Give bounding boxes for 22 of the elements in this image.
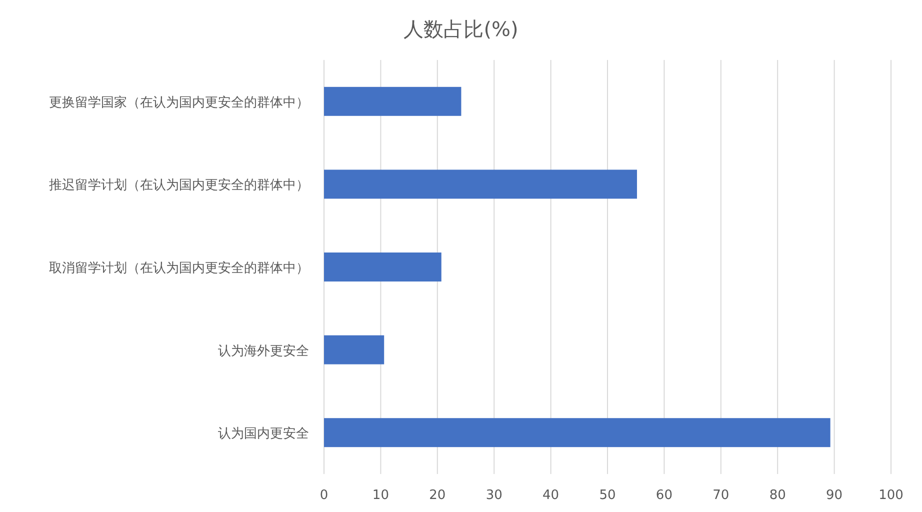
bar (324, 335, 384, 364)
x-tick-label: 80 (769, 488, 786, 503)
x-tick-label: 100 (878, 488, 904, 503)
y-tick-label: 认为海外更安全 (218, 342, 309, 359)
x-tick-label: 20 (429, 488, 446, 503)
bar (324, 86, 462, 116)
bar (324, 418, 830, 448)
bar (324, 252, 442, 282)
x-tick-label: 70 (712, 488, 730, 503)
x-tick-label: 90 (826, 488, 843, 503)
x-tick-label: 40 (542, 488, 560, 503)
x-tick-label: 30 (486, 488, 502, 503)
y-tick-label: 更换留学国家（在认为国内更安全的群体中） (49, 94, 309, 110)
y-tick-label: 推迟留学计划（在认为国内更安全的群体中） (49, 177, 309, 194)
x-tick-label: 60 (656, 488, 672, 503)
y-tick-label: 认为国内更安全 (218, 426, 309, 442)
x-tick-label: 0 (320, 488, 328, 503)
bar (324, 170, 637, 199)
x-tick-label: 10 (372, 488, 389, 503)
chart-title: 人数占比(%) (404, 17, 518, 41)
y-tick-label: 取消留学计划（在认为国内更安全的群体中） (49, 260, 309, 276)
x-tick-label: 50 (599, 488, 616, 503)
